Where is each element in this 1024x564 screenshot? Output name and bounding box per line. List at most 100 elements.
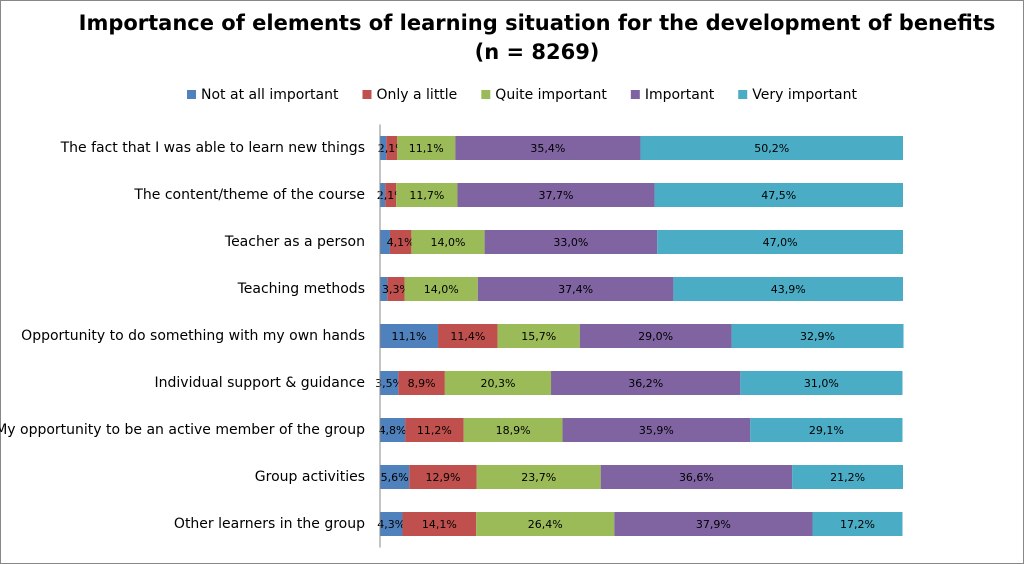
bar-segment [455, 136, 641, 160]
data-label: 15,7% [521, 330, 556, 343]
bar-segment [444, 371, 552, 395]
data-label: 20,3% [480, 377, 515, 390]
data-label: 37,7% [539, 189, 574, 202]
data-label: 21,2% [830, 471, 865, 484]
bar-segment [438, 324, 498, 348]
legend-swatch [630, 90, 640, 99]
bar-segment [380, 512, 403, 536]
bar-segment [380, 183, 386, 207]
legend-label: Only a little [376, 87, 457, 103]
data-label: 3,5% [375, 377, 403, 390]
data-label: 26,4% [528, 518, 563, 531]
y-tick-label: The fact that I was able to learn new th… [60, 140, 365, 156]
data-label: 32,9% [800, 330, 835, 343]
bar-segment [397, 136, 456, 160]
y-tick-label: Teacher as a person [224, 234, 365, 250]
y-tick-label: The content/theme of the course [133, 187, 365, 203]
bar-segment [476, 512, 615, 536]
bar-segment [812, 512, 903, 536]
bar-segment [614, 512, 813, 536]
bar-segment [396, 183, 458, 207]
bar-segment [398, 371, 445, 395]
bar-segment [792, 465, 903, 489]
data-label: 14,0% [424, 283, 459, 296]
bar-segment [386, 136, 398, 160]
data-label: 29,1% [809, 424, 844, 437]
y-tick-label: My opportunity to be an active member of… [0, 422, 365, 438]
y-tick-label: Other learners in the group [174, 516, 365, 532]
bar-segment [731, 324, 904, 348]
bar-segment [457, 183, 655, 207]
bar-segment [750, 418, 903, 442]
data-label: 14,1% [422, 518, 457, 531]
data-label: 35,9% [639, 424, 674, 437]
bar-segment [389, 230, 412, 254]
y-tick-label: Individual support & guidance [155, 375, 366, 391]
bar-segment [484, 230, 658, 254]
bar-segment [387, 277, 405, 301]
bar-segment [600, 465, 793, 489]
bar-segment [405, 418, 464, 442]
data-label: 8,9% [408, 377, 436, 390]
legend-swatch [738, 90, 748, 99]
legend-label: Not at all important [201, 87, 339, 103]
legend-label: Quite important [495, 87, 607, 103]
bar-segment [551, 371, 741, 395]
data-label: 37,4% [558, 283, 593, 296]
data-label: 31,0% [804, 377, 839, 390]
data-label: 17,2% [840, 518, 875, 531]
data-label: 3,3% [382, 283, 410, 296]
data-label: 18,9% [496, 424, 531, 437]
bar-segment [463, 418, 563, 442]
data-label: 35,4% [530, 142, 565, 155]
data-label: 4,3% [377, 518, 405, 531]
data-label: 36,2% [628, 377, 663, 390]
legend-label: Very important [752, 87, 857, 103]
data-label: 29,0% [638, 330, 673, 343]
bar-segment [380, 136, 387, 160]
data-label: 4,8% [379, 424, 407, 437]
bar-segment [402, 512, 477, 536]
bar-segment [380, 277, 388, 301]
data-label: 5,6% [381, 471, 409, 484]
data-label: 11,2% [417, 424, 452, 437]
bar-segment [579, 324, 732, 348]
bar-segment [657, 230, 903, 254]
bar-segment [476, 465, 601, 489]
bar-segment [409, 465, 477, 489]
bar-segment [380, 465, 410, 489]
data-label: 11,1% [392, 330, 427, 343]
chart-subtitle: (n = 8269) [475, 40, 600, 64]
legend-swatch [362, 90, 372, 99]
bar-segment [640, 136, 903, 160]
data-label: 23,7% [521, 471, 556, 484]
data-label: 37,9% [696, 518, 731, 531]
y-tick-label: Group activities [255, 469, 365, 485]
data-label: 11,7% [409, 189, 444, 202]
data-label: 36,6% [679, 471, 714, 484]
data-label: 33,0% [553, 236, 588, 249]
data-label: 47,5% [761, 189, 796, 202]
data-label: 4,1% [387, 236, 415, 249]
y-tick-label: Teaching methods [237, 281, 365, 297]
data-label: 12,9% [426, 471, 461, 484]
chart-title: Importance of elements of learning situa… [79, 11, 996, 35]
data-label: 43,9% [771, 283, 806, 296]
legend: Not at all important Only a little Quite i… [187, 87, 857, 103]
bar-segment [654, 183, 903, 207]
bar-segment [380, 371, 399, 395]
bar-segment [477, 277, 674, 301]
bar-segment [380, 230, 390, 254]
data-label: 47,0% [763, 236, 798, 249]
bar-segment [497, 324, 580, 348]
bar-segment [673, 277, 903, 301]
bar-segment [380, 418, 406, 442]
bar-segment [404, 277, 478, 301]
legend-swatch [187, 90, 197, 99]
data-label: 14,0% [431, 236, 466, 249]
bar-segment [562, 418, 751, 442]
data-label: 11,1% [409, 142, 444, 155]
legend-label: Important [645, 87, 715, 103]
data-label: 11,4% [450, 330, 485, 343]
